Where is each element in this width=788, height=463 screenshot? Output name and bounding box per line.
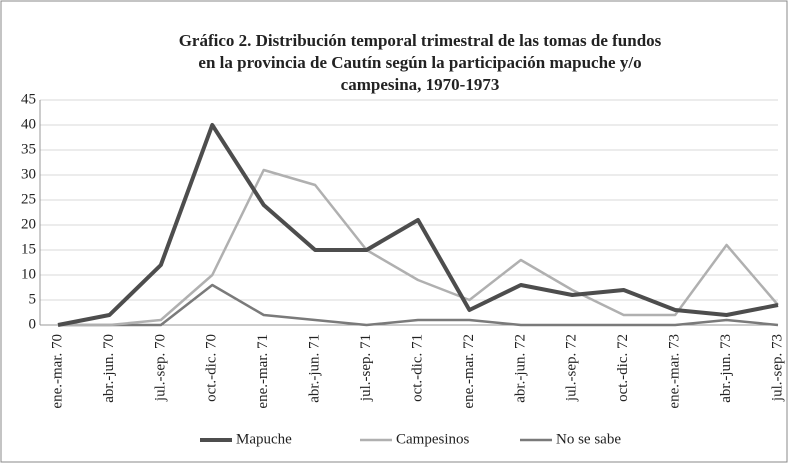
series-line [57,123,779,327]
y-tick-label: 40 [21,116,36,132]
x-tick-label: oct.-dic. 72 [615,334,631,402]
y-tick-label: 35 [21,141,36,157]
series-line [58,168,779,327]
y-tick-label: 5 [29,291,37,307]
x-tick-label: jul.-sep. 73 [769,334,785,402]
x-tick-label: ene.-mar. 72 [461,334,477,409]
x-tick-label: abr.-jun. 73 [718,334,734,403]
chart-title: en la provincia de Cautín según la parti… [198,53,641,72]
y-tick-label: 20 [21,216,36,232]
x-tick-label: abr.-jun. 72 [512,334,528,403]
x-tick-label: jul.-sep. 70 [152,334,168,402]
x-tick-label: oct.-dic. 70 [204,334,220,402]
y-tick-label: 10 [21,266,36,282]
x-tick-label: abr.-jun. 71 [307,334,323,403]
x-tick-label: jul.-sep. 72 [564,334,580,402]
legend-label: Mapuche [236,431,292,447]
y-tick-label: 45 [21,91,36,107]
x-tick-label: oct.-dic. 71 [409,334,425,402]
y-tick-label: 0 [29,316,37,332]
chart-title: Gráfico 2. Distribución temporal trimest… [179,31,662,50]
x-tick-label: abr.-jun. 70 [101,334,117,403]
series-line [58,283,779,327]
x-tick-label: ene.-mar. 70 [49,334,65,409]
y-tick-label: 30 [21,166,36,182]
x-tick-label: jul.-sep. 71 [358,334,374,402]
y-tick-label: 15 [21,241,36,257]
x-tick-label: ene.-mar. 73 [667,334,683,409]
legend-label: No se sabe [556,431,621,447]
y-tick-label: 25 [21,191,36,207]
legend-label: Campesinos [396,431,469,447]
x-tick-label: ene.-mar. 71 [255,334,271,409]
chart-title: campesina, 1970-1973 [341,75,500,94]
